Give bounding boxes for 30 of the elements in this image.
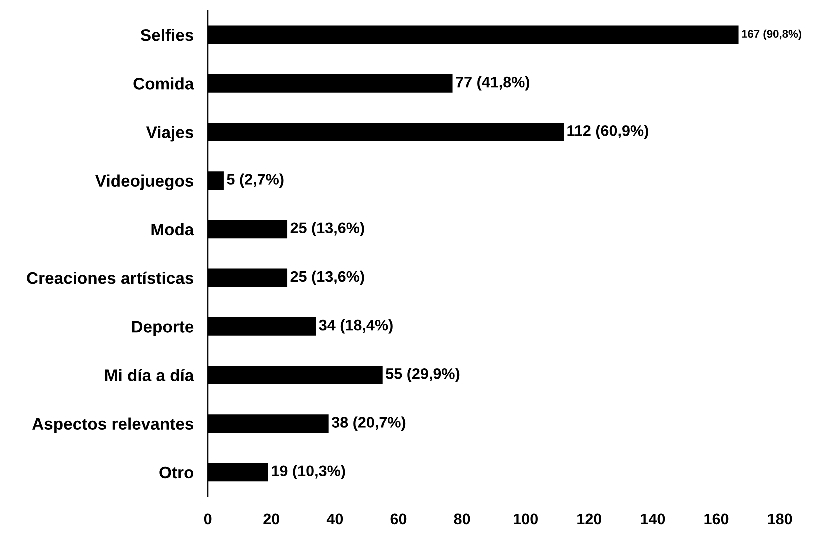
y-tick-label: Mi día a día (105, 369, 194, 382)
x-tick-label: 100 (514, 514, 538, 525)
x-tick-label: 180 (768, 514, 792, 525)
y-tick-label: Videojuegos (96, 174, 194, 190)
y-tick-label: Viajes (146, 126, 194, 142)
y-tick-label: Otro (160, 466, 194, 479)
y-tick-label: Aspectos relevantes (32, 418, 194, 434)
data-label: 55 (29,9%) (386, 368, 460, 382)
x-tick-label: 40 (326, 514, 344, 525)
data-label: 19 (10,3%) (272, 465, 346, 480)
x-tick-label: 0 (204, 514, 212, 525)
x-tick-label: 20 (264, 514, 280, 525)
y-tick-label: Moda (152, 223, 194, 236)
x-tick-label: 140 (641, 514, 666, 525)
data-label: 5 (2,7%) (227, 174, 284, 188)
data-label: 77 (41,8%) (456, 76, 530, 91)
data-label: 112 (60,9%) (568, 125, 648, 140)
data-label: 167 (90,8%) (742, 30, 802, 40)
data-label: 38 (20,7%) (332, 416, 406, 431)
y-tick-label: Deporte (132, 321, 194, 336)
data-label: 25 (13,6%) (290, 270, 364, 286)
data-label: 25 (13,6%) (290, 222, 364, 237)
x-tick-label: 160 (704, 514, 729, 525)
x-tick-label: 60 (390, 514, 407, 525)
y-tick-label: Creaciones artísticas (27, 272, 194, 284)
x-tick-label: 120 (578, 514, 602, 525)
x-tick-label: 80 (454, 514, 470, 525)
y-tick-label: Selfies (140, 29, 194, 42)
y-tick-label: Comida (134, 78, 194, 90)
data-label: 34 (18,4%) (319, 320, 393, 334)
